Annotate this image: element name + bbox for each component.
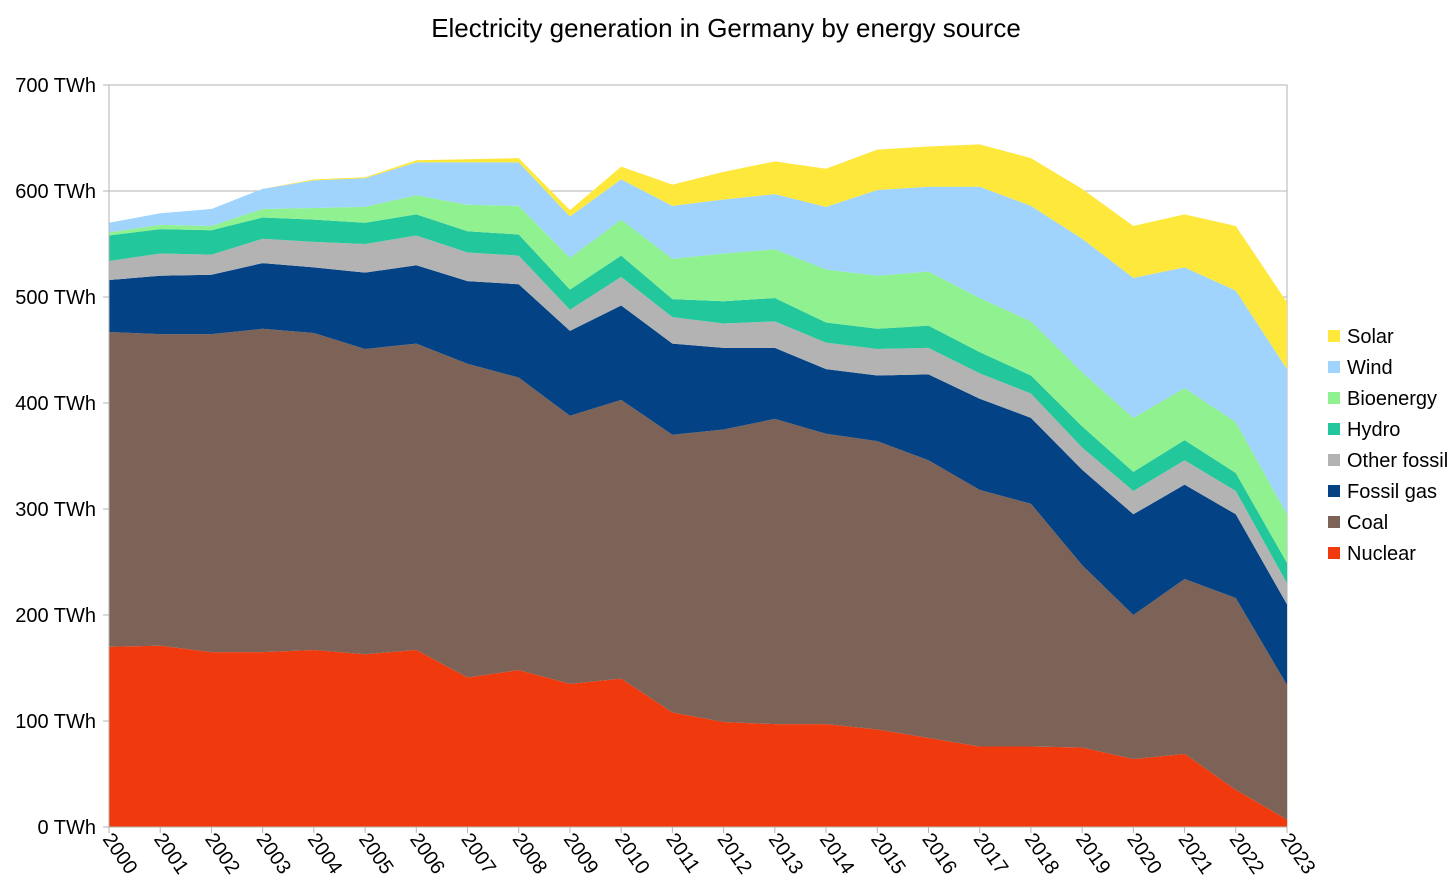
x-tick-label: 2010 [610, 829, 654, 878]
x-tick-label: 2012 [713, 829, 757, 878]
legend-label-nuclear: Nuclear [1347, 543, 1416, 565]
y-tick-label: 700 TWh [15, 75, 96, 97]
legend-swatch-bioenergy [1328, 392, 1340, 404]
legend-swatch-wind [1328, 361, 1340, 373]
legend-swatch-hydro [1328, 423, 1340, 435]
stacked-areas [109, 144, 1287, 827]
x-tick-label: 2014 [815, 829, 859, 878]
area-fossil-gas [109, 263, 1287, 685]
legend-label-solar: Solar [1347, 326, 1394, 348]
x-tick-label: 2001 [149, 829, 193, 878]
legend-label-wind: Wind [1347, 357, 1393, 379]
area-bioenergy [109, 195, 1287, 564]
area-solar [109, 144, 1287, 370]
x-tick-label: 2007 [456, 829, 500, 878]
y-tick-label: 100 TWh [15, 711, 96, 733]
legend-label-fossil-gas: Fossil gas [1347, 481, 1437, 503]
y-tick-label: 200 TWh [15, 605, 96, 627]
y-tick-label: 400 TWh [15, 393, 96, 415]
legend-swatch-fossil-gas [1328, 485, 1340, 497]
legend-swatch-other-fossil [1328, 454, 1340, 466]
y-tick-label: 600 TWh [15, 181, 96, 203]
area-hydro [109, 214, 1287, 584]
legend-label-bioenergy: Bioenergy [1347, 388, 1437, 410]
area-coal [109, 328, 1287, 820]
y-tick-label: 0 TWh [37, 817, 96, 839]
legend-label-coal: Coal [1347, 512, 1388, 534]
legend-swatch-coal [1328, 516, 1340, 528]
x-tick-label: 2022 [1225, 829, 1269, 878]
area-wind [109, 162, 1287, 515]
x-tick-label: 2016 [917, 829, 961, 878]
legend-label-hydro: Hydro [1347, 419, 1400, 441]
y-tick-label: 500 TWh [15, 287, 96, 309]
x-tick-label: 2008 [508, 829, 552, 878]
x-tick-label: 2005 [354, 829, 398, 878]
x-tick-label: 2000 [98, 829, 142, 878]
legend-swatch-solar [1328, 330, 1340, 342]
x-tick-label: 2003 [252, 829, 296, 878]
chart-title: Electricity generation in Germany by ene… [431, 13, 1021, 43]
x-tick-label: 2004 [303, 829, 347, 878]
y-tick-label: 300 TWh [15, 499, 96, 521]
legend-label-other-fossil: Other fossil [1347, 450, 1448, 472]
x-tick-label: 2006 [405, 829, 449, 878]
legend-swatch-nuclear [1328, 547, 1340, 559]
x-tick-label: 2017 [969, 829, 1013, 878]
x-tick-label: 2013 [764, 829, 808, 878]
x-tick-label: 2018 [1020, 829, 1064, 878]
x-tick-label: 2021 [1173, 829, 1217, 878]
x-tick-label: 2020 [1122, 829, 1166, 878]
legend: Solar Wind Bioenergy Hydro Other fossil Fossi… [1328, 326, 1448, 565]
area-other-fossil [109, 235, 1287, 605]
x-tick-label: 2011 [661, 829, 704, 877]
x-tick-label: 2023 [1276, 829, 1320, 878]
area-nuclear [109, 645, 1287, 827]
x-tick-label: 2015 [866, 829, 910, 878]
x-tick-label: 2002 [200, 829, 244, 878]
x-tick-label: 2009 [559, 829, 603, 878]
x-tick-label: 2019 [1071, 829, 1115, 878]
